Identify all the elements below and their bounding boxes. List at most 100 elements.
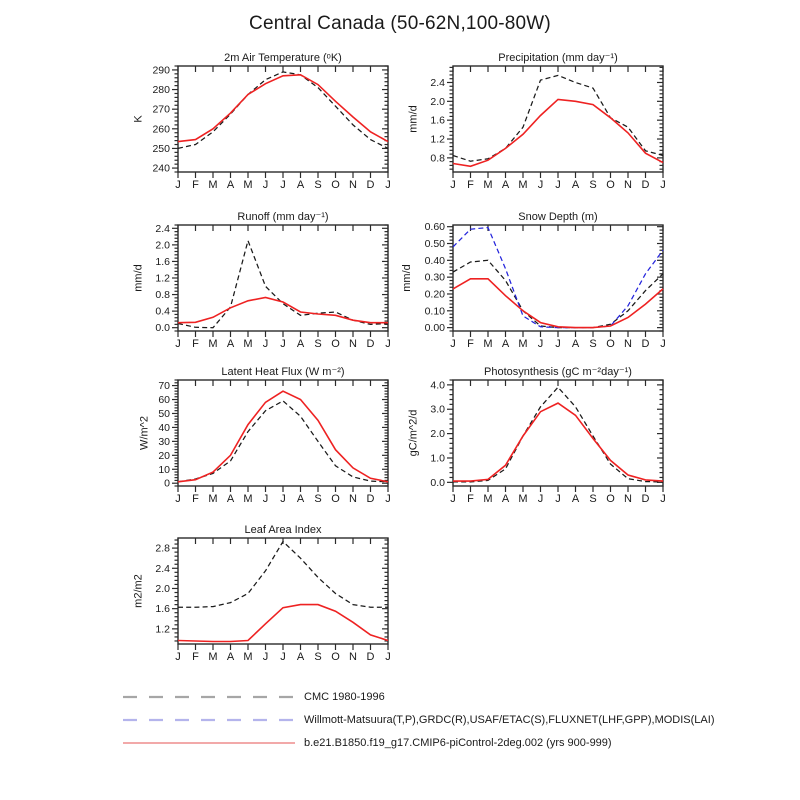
latent-heat-flux-month-label: A [297, 493, 305, 505]
leaf-area-index-frame [177, 537, 389, 645]
leaf-area-index-month-label: A [227, 651, 235, 663]
latent-heat-flux-series-model-line [177, 390, 389, 483]
precipitation-month-label: J [555, 179, 561, 191]
latent-heat-flux-month-label: O [331, 493, 340, 505]
runoff-chart: Runoff (mm day⁻¹) mm/d 0.0 0.4 0.8 1.2 1.6 2.0 2… [116, 207, 400, 360]
snow-depth-month-label: J [660, 338, 666, 350]
temperature-series-cmc-line [177, 71, 389, 150]
precipitation-month-label: A [502, 179, 510, 191]
photosynthesis-month-label: M [483, 493, 492, 505]
temperature-month-label: S [314, 179, 321, 191]
runoff-month-label: F [192, 338, 199, 350]
snow-depth-ticks: 0.000.100.200.300.400.500.60J F M A M J J A S O N D… [425, 221, 666, 350]
runoff-month-label: J [385, 338, 391, 350]
temperature-month-label: F [192, 179, 199, 191]
snow-depth-y-tick-label: 0.60 [425, 221, 446, 233]
runoff-month-label: S [314, 338, 321, 350]
precipitation-month-label: A [572, 179, 580, 191]
runoff-month-label: J [263, 338, 269, 350]
photosynthesis-month-label: J [555, 493, 561, 505]
legend-item-model: b.e21.B1850.f19_g17.CMIP6-piControl-2deg… [122, 735, 612, 751]
runoff-month-label: M [208, 338, 217, 350]
leaf-area-index-month-label: A [297, 651, 305, 663]
snow-depth-y-tick-label: 0.20 [425, 288, 446, 300]
photosynthesis-month-label: J [660, 493, 666, 505]
runoff-plot-svg: Runoff (mm day⁻¹) mm/d 0.0 0.4 0.8 1.2 1.6 2.0 2… [132, 211, 391, 350]
photosynthesis-y-tick-label: 4.0 [430, 379, 445, 391]
snow-depth-series-model-line [452, 278, 664, 329]
figure-title: Central Canada (50-62N,100-80W) [249, 13, 551, 34]
latent-heat-flux-y-tick-label: 40 [158, 422, 170, 434]
photosynthesis-month-label: O [606, 493, 615, 505]
legend-item-cmc: CMC 1980-1996 [122, 689, 385, 705]
photosynthesis-frame [452, 379, 664, 487]
photosynthesis-month-label: A [572, 493, 580, 505]
photosynthesis-y-tick-label: 0.0 [430, 477, 445, 489]
precipitation-month-label: M [518, 179, 527, 191]
runoff-y-tick-label: 0.4 [155, 306, 170, 318]
leaf-area-index-month-label: J [175, 651, 181, 663]
temperature-month-label: J [385, 179, 391, 191]
latent-heat-flux-month-label: J [280, 493, 286, 505]
runoff-y-tick-label: 0.0 [155, 322, 170, 334]
temperature-month-label: N [349, 179, 357, 191]
temperature-y-tick-label: 290 [152, 64, 170, 76]
precipitation-y-tick-label: 1.2 [430, 134, 445, 146]
snow-depth-month-label: N [624, 338, 632, 350]
runoff-month-label: N [349, 338, 357, 350]
latent-heat-flux-month-label: M [208, 493, 217, 505]
leaf-area-index-chart-title: Leaf Area Index [244, 524, 322, 536]
legend-label-cmc: CMC 1980-1996 [304, 691, 385, 703]
runoff-y-tick-label: 2.0 [155, 239, 170, 251]
latent-heat-flux-month-label: F [192, 493, 199, 505]
leaf-area-index-month-label: N [349, 651, 357, 663]
precipitation-month-label: J [660, 179, 666, 191]
runoff-y-axis-label: mm/d [132, 264, 144, 292]
snow-depth-month-label: A [502, 338, 510, 350]
leaf-area-index-ticks: 1.21.62.02.42.8J F M A M J J A S O N D J [155, 538, 391, 663]
photosynthesis-y-tick-label: 2.0 [430, 428, 445, 440]
leaf-area-index-month-label: M [243, 651, 252, 663]
latent-heat-flux-month-label: S [314, 493, 321, 505]
snow-depth-series-cmc-line [452, 259, 664, 329]
precipitation-y-tick-label: 2.0 [430, 96, 445, 108]
snow-depth-y-tick-label: 0.10 [425, 305, 446, 317]
precipitation-chart: Precipitation (mm day⁻¹) mm/d 0.8 1.2 1.6 2.0… [391, 48, 675, 201]
runoff-month-label: O [331, 338, 340, 350]
snow-depth-plot-svg: Snow Depth (m) mm/d 0.00 0.10 0.20 0.30 0.40 0.… [401, 211, 666, 350]
runoff-month-label: M [243, 338, 252, 350]
precipitation-month-label: M [483, 179, 492, 191]
latent-heat-flux-y-axis-label: W/m^2 [139, 416, 151, 450]
leaf-area-index-series-model-line [177, 603, 389, 643]
snow-depth-month-label: M [518, 338, 527, 350]
legend-line-model-solid [123, 742, 295, 744]
leaf-area-index-month-label: D [367, 651, 375, 663]
leaf-area-index-month-label: J [385, 651, 391, 663]
photosynthesis-plot-svg: Photosynthesis (gC m⁻²day⁻¹) gC/m^2/d 0.0 1… [407, 366, 666, 505]
temperature-month-label: D [367, 179, 375, 191]
photosynthesis-y-tick-label: 3.0 [430, 404, 445, 416]
leaf-area-index-month-label: S [314, 651, 321, 663]
precipitation-series-cmc-line [452, 74, 664, 162]
precipitation-month-label: J [538, 179, 544, 191]
temperature-y-tick-label: 280 [152, 84, 170, 96]
precipitation-frame [452, 65, 664, 173]
temperature-y-tick-label: 270 [152, 104, 170, 116]
temperature-month-label: A [227, 179, 235, 191]
temperature-y-axis-label: K [132, 115, 144, 123]
snow-depth-y-axis-label: mm/d [401, 264, 413, 292]
precipitation-month-label: N [624, 179, 632, 191]
temperature-chart-title: 2m Air Temperature (ᵒK) [224, 52, 342, 64]
runoff-series-cmc-line [177, 238, 389, 329]
snow-depth-frame [452, 224, 664, 332]
snow-depth-chart-title: Snow Depth (m) [518, 211, 597, 223]
precipitation-y-axis-label: mm/d [407, 105, 419, 133]
photosynthesis-y-axis-label: gC/m^2/d [407, 410, 419, 457]
leaf-area-index-y-tick-label: 1.6 [155, 603, 170, 615]
snow-depth-y-tick-label: 0.30 [425, 272, 446, 284]
snow-depth-y-tick-label: 0.40 [425, 255, 446, 267]
precipitation-month-label: D [642, 179, 650, 191]
latent-heat-flux-plot-svg: Latent Heat Flux (W m⁻²) W/m^2 0 10 20 30 40 50… [139, 366, 391, 505]
photosynthesis-month-label: J [538, 493, 544, 505]
temperature-plot-svg: 2m Air Temperature (ᵒK) K 240 250 260 270 280 2… [132, 52, 391, 191]
